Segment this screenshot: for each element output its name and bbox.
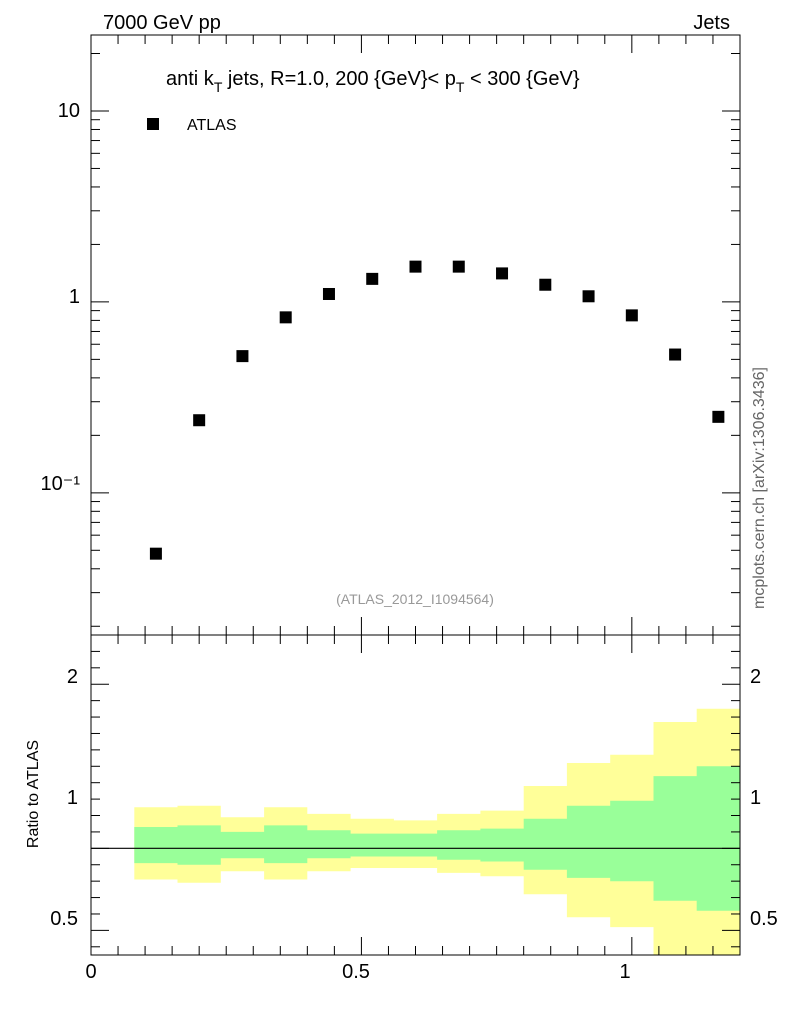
data-point xyxy=(409,260,422,273)
x-tick-labels: 0 0.5 1 xyxy=(85,961,630,983)
ratio-panel-frame xyxy=(90,634,741,956)
data-point xyxy=(452,260,465,273)
data-point xyxy=(625,309,638,322)
data-point xyxy=(193,414,206,427)
ratio-panel: 0.5 1 2 0.5 1 2 0 0.5 1 Ratio to ATLAS xyxy=(25,634,778,983)
legend-label-atlas: ATLAS xyxy=(187,117,237,134)
ratio-y-tick-labels-right: 0.5 1 2 xyxy=(750,666,778,930)
ratio-y-axis-label: Ratio to ATLAS xyxy=(25,740,42,848)
data-point xyxy=(322,287,335,300)
ratio-y-tick-label-2: 2 xyxy=(67,666,78,688)
analysis-watermark: (ATLAS_2012_I1094564) xyxy=(336,591,494,607)
main-plot-ticks xyxy=(90,35,741,635)
ratio-y-tick-labels-left: 0.5 1 2 xyxy=(50,666,78,930)
data-point xyxy=(539,278,552,291)
legend: ATLAS xyxy=(147,117,237,134)
x-tick-label-0: 0 xyxy=(85,961,96,983)
ratio-uncertainty-bands xyxy=(134,708,741,955)
x-tick-label-0.5: 0.5 xyxy=(342,961,370,983)
y-tick-label-1: 1 xyxy=(69,286,80,308)
data-point xyxy=(712,410,725,423)
data-point xyxy=(149,547,162,560)
ratio-y-tick-label-0.5: 0.5 xyxy=(50,908,78,930)
y-tick-label-0.1: 10⁻¹ xyxy=(41,473,81,495)
uncertainty-band xyxy=(134,766,741,911)
ratio-y-tick-label-right-2: 2 xyxy=(750,666,761,688)
side-label: mcplots.cern.ch [arXiv:1306.3436] xyxy=(751,367,768,609)
header-right: Jets xyxy=(693,12,730,34)
data-point xyxy=(669,348,682,361)
y-tick-label-10: 10 xyxy=(58,100,80,122)
plot-title: anti kT jets, R=1.0, 200 {GeV}< pT < 300… xyxy=(166,68,580,95)
legend-marker-atlas xyxy=(147,118,159,130)
data-point xyxy=(366,272,379,285)
main-plot-panel: 10⁻¹ 1 10 anti kT jets, R=1.0, 200 {GeV}… xyxy=(41,34,741,636)
ratio-y-tick-label-1: 1 xyxy=(67,787,78,809)
header-left: 7000 GeV pp xyxy=(103,12,221,34)
data-point xyxy=(496,267,509,280)
data-point xyxy=(279,311,292,324)
atlas-data-points xyxy=(149,260,725,560)
x-tick-label-1: 1 xyxy=(619,961,630,983)
data-point xyxy=(582,290,595,303)
ratio-y-tick-label-right-1: 1 xyxy=(750,787,761,809)
ratio-y-tick-label-right-0.5: 0.5 xyxy=(750,908,778,930)
data-point xyxy=(236,350,249,363)
main-plot-y-tick-labels: 10⁻¹ 1 10 xyxy=(41,100,81,495)
